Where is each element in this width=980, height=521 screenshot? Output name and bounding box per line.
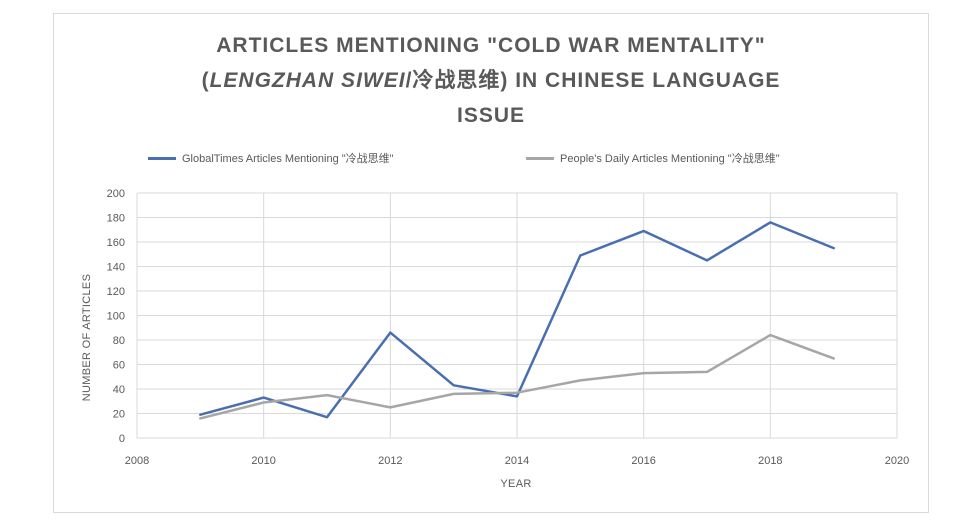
series-lines [199,221,835,420]
x-tick-label-2008: 2008 [125,455,149,467]
series-line-globaltimes [199,221,835,419]
legend-label-globaltimes: GlobalTimes Articles Mentioning "冷战思维" [182,153,394,165]
gridlines [136,192,898,439]
chart-legend: GlobalTimes Articles Mentioning "冷战思维" P… [0,150,980,168]
y-tick-label-80: 80 [113,335,125,347]
y-tick-label-40: 40 [113,384,125,396]
y-tick-label-180: 180 [107,213,125,225]
chart-title-line-3: ISSUE [456,104,526,127]
chart-title-line-2-italic: LENGZHAN SIWEI [209,69,406,92]
y-tick-label-20: 20 [113,409,125,421]
x-axis-ticks: 2008 2010 2012 2014 2016 2018 2020 [125,455,909,467]
y-tick-label-60: 60 [113,360,125,372]
y-tick-label-140: 140 [107,262,125,274]
chart-title: ARTICLES MENTIONING "COLD WAR MENTALITY"… [53,28,929,133]
chart-title-line-2-rest: /冷战思维) IN CHINESE LANGUAGE [405,69,781,92]
legend-item-peoples-daily: People's Daily Articles Mentioning "冷战思维… [526,150,780,166]
y-tick-label-200: 200 [107,188,125,200]
y-axis-title: NUMBER OF ARTICLES [81,274,93,401]
x-tick-label-2010: 2010 [251,455,275,467]
legend-swatch-peoples-daily [526,156,554,160]
x-tick-label-2016: 2016 [631,455,655,467]
y-axis-ticks: 0 20 40 60 80 100 120 140 160 180 200 [107,188,125,445]
y-tick-label-160: 160 [107,237,125,249]
legend-swatch-globaltimes [148,156,176,160]
chart-title-line-2-open: ( [201,69,210,92]
legend-item-globaltimes: GlobalTimes Articles Mentioning "冷战思维" [148,150,394,166]
chart-title-line-1: ARTICLES MENTIONING "COLD WAR MENTALITY" [216,34,766,57]
chart-frame [53,13,929,513]
y-tick-label-120: 120 [107,286,125,298]
chart-title-line-2: (LENGZHAN SIWEI/冷战思维) IN CHINESE LANGUAG… [53,63,929,98]
x-tick-label-2018: 2018 [758,455,782,467]
y-tick-label-100: 100 [107,311,125,323]
x-tick-label-2020: 2020 [885,455,909,467]
series-line-peoples-daily [199,333,835,420]
legend-label-peoples-daily: People's Daily Articles Mentioning "冷战思维… [560,153,780,165]
y-tick-label-0: 0 [119,433,125,445]
x-tick-label-2012: 2012 [378,455,402,467]
x-tick-label-2014: 2014 [505,455,529,467]
x-axis-title: YEAR [500,478,531,490]
